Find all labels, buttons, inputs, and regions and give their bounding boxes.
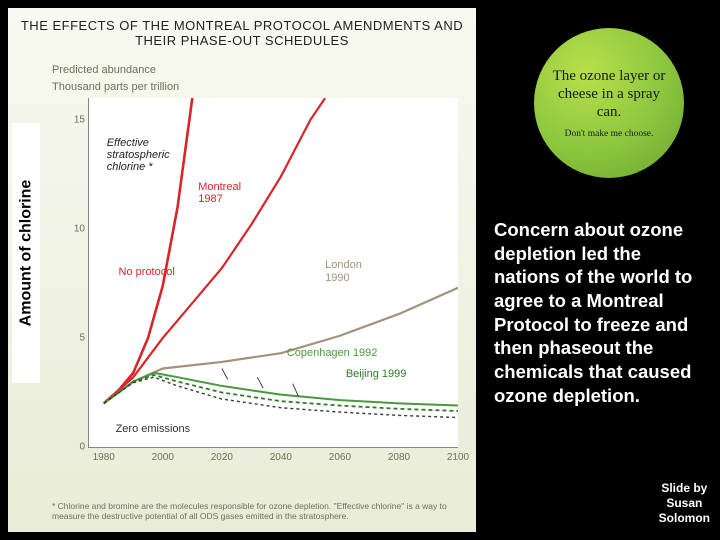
- series-label: Beijing 1999: [346, 368, 407, 380]
- chart-subtitle-2: Thousand parts per trillion: [52, 81, 464, 94]
- y-tick: 0: [61, 442, 85, 453]
- x-tick: 2060: [329, 452, 351, 463]
- badge-circle: The ozone layer or cheese in a spray can…: [534, 28, 684, 178]
- ylabel-container: Amount of chlorine: [12, 123, 40, 383]
- x-tick: 2080: [388, 452, 410, 463]
- credit-l2: Susan: [666, 496, 702, 510]
- x-tick: 2100: [447, 452, 469, 463]
- series-line: [104, 377, 458, 417]
- credit-l3: Solomon: [659, 511, 710, 525]
- series-label: Effectivestratosphericchlorine *: [107, 137, 170, 173]
- body-text: Concern about ozone depletion led the na…: [494, 218, 708, 407]
- y-tick: 15: [61, 114, 85, 125]
- badge-sub-text: Don't make me choose.: [565, 129, 654, 139]
- slide-root: THE EFFECTS OF THE MONTREAL PROTOCOL AME…: [0, 0, 720, 540]
- y-axis-label: Amount of chlorine: [17, 180, 35, 327]
- y-tick: 5: [61, 332, 85, 343]
- series-label: Zero emissions: [116, 423, 191, 435]
- x-tick: 2000: [152, 452, 174, 463]
- series-label: No protocol: [119, 266, 175, 278]
- chart-title: THE EFFECTS OF THE MONTREAL PROTOCOL AME…: [8, 8, 476, 54]
- badge-main-text: The ozone layer or cheese in a spray can…: [548, 67, 670, 121]
- x-tick: 2040: [270, 452, 292, 463]
- series-label: London1990: [325, 259, 362, 283]
- chart-footnote: * Chlorine and bromine are the molecules…: [52, 501, 464, 522]
- y-tick: 10: [61, 223, 85, 234]
- x-tick: 2020: [211, 452, 233, 463]
- x-tick: 1980: [93, 452, 115, 463]
- credit-l1: Slide by: [661, 481, 707, 495]
- chart-area: Predicted abundance Thousand parts per t…: [52, 64, 464, 474]
- credit: Slide by Susan Solomon: [659, 481, 710, 526]
- badge-container: The ozone layer or cheese in a spray can…: [524, 18, 694, 188]
- series-label: Montreal1987: [198, 181, 241, 205]
- series-label: Copenhagen 1992: [287, 347, 378, 359]
- plot-region: 0510151980200020202040206020802100Effect…: [88, 98, 458, 448]
- chart-subtitle-1: Predicted abundance: [52, 64, 464, 77]
- chart-panel: THE EFFECTS OF THE MONTREAL PROTOCOL AME…: [8, 8, 476, 532]
